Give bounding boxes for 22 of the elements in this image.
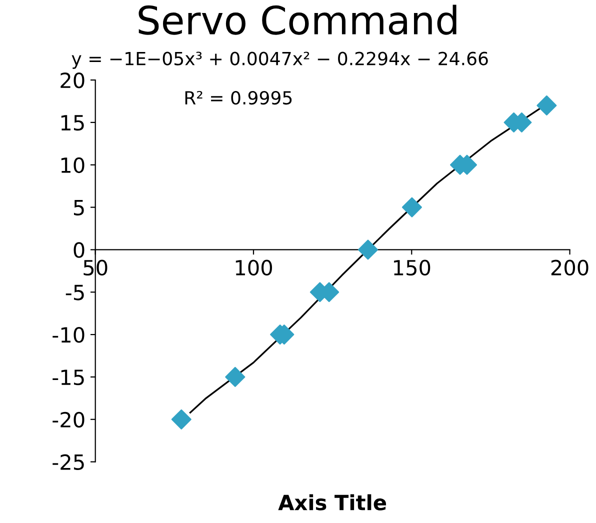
x-axis-title: Axis Title — [278, 494, 386, 510]
point — [225, 366, 246, 387]
y-tick-label: -20 — [52, 412, 84, 428]
y-tick-label: 5 — [74, 200, 84, 216]
point — [536, 95, 557, 116]
point — [402, 197, 422, 218]
text: y = −1E−05x³ + 0.0047x² − 0.2294x − 24.66 — [72, 52, 488, 69]
annotation: R² = 0.9995 — [185, 90, 292, 105]
y-tick-label: -15 — [52, 370, 84, 386]
y-tick-label: 10 — [61, 157, 84, 174]
chart-title: Servo Command — [138, 4, 456, 35]
y-tick-label: -5 — [66, 284, 84, 300]
y-tick-label: 0 — [74, 242, 84, 258]
point — [358, 240, 378, 260]
y-tick-label: 15 — [61, 115, 84, 131]
y-tick-label: 20 — [60, 72, 84, 88]
y-tick-label: -25 — [52, 454, 84, 470]
x-tick-label: 150 — [394, 260, 430, 276]
x-tick-label: 100 — [236, 260, 272, 276]
y-tick-label: -10 — [52, 327, 84, 343]
point — [171, 409, 192, 430]
x-tick-label: 200 — [551, 260, 588, 276]
